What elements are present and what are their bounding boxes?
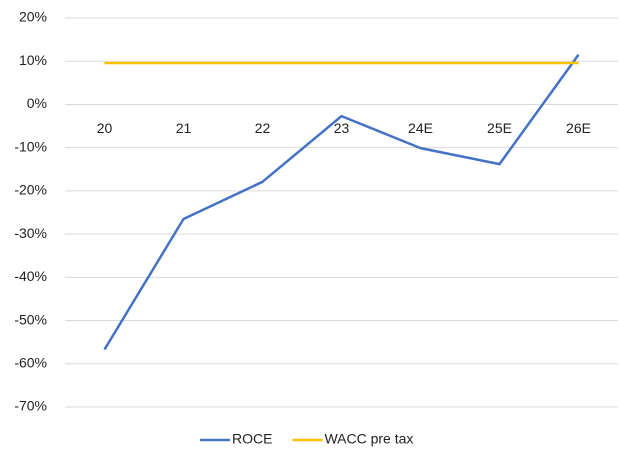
- x-tick-label: 20: [97, 120, 113, 136]
- y-tick-label: -20%: [14, 182, 47, 198]
- series-line: [103, 54, 580, 351]
- x-tick-label: 26E: [566, 120, 591, 136]
- x-tick-label: 22: [255, 120, 271, 136]
- y-tick-label: -30%: [14, 225, 47, 241]
- y-tick-label: -60%: [14, 354, 47, 370]
- y-tick-label: -40%: [14, 268, 47, 284]
- x-tick-label: 25E: [487, 120, 512, 136]
- legend-label: ROCE: [232, 431, 272, 447]
- x-tick-label: 24E: [408, 120, 433, 136]
- x-tick-label: 23: [334, 120, 350, 136]
- y-tick-label: 20%: [19, 9, 47, 25]
- x-tick-label: 21: [176, 120, 192, 136]
- y-tick-label: -50%: [14, 311, 47, 327]
- y-tick-label: 0%: [27, 95, 47, 111]
- legend-label: WACC pre tax: [324, 431, 413, 447]
- y-tick-label: -10%: [14, 138, 47, 154]
- y-tick-label: 10%: [19, 52, 47, 68]
- y-tick-label: -70%: [14, 398, 47, 414]
